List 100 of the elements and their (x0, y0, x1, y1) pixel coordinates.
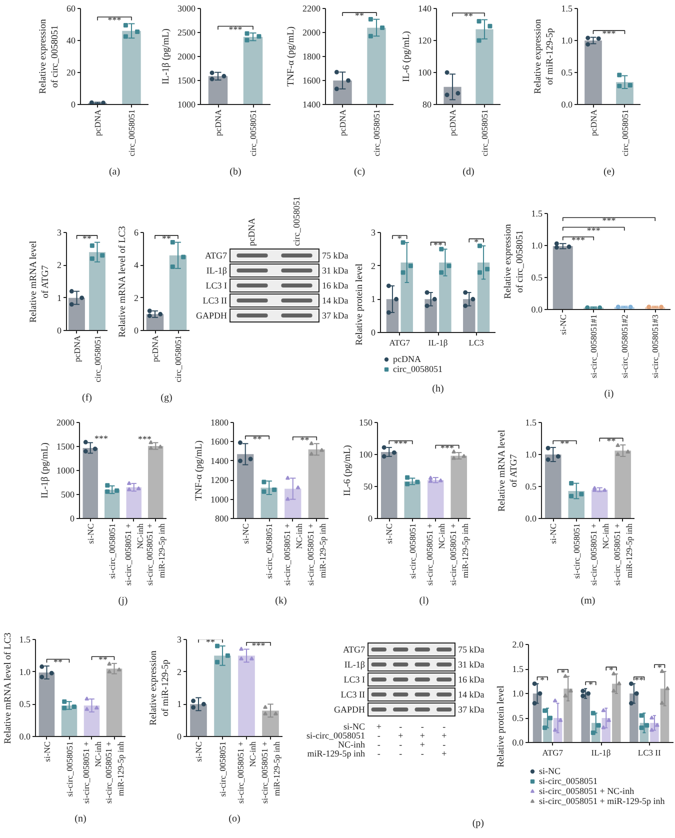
y-axis-title: Relative expression of circ_0058051 (38, 18, 60, 94)
category-label: 31 kDa (458, 659, 484, 669)
y-tick-label: 3 (177, 634, 182, 644)
text: - (377, 730, 380, 740)
text: + (398, 730, 404, 740)
legend-label: si-circ_0058051 (539, 776, 598, 786)
y-tick-label: 2 (57, 260, 62, 270)
y-axis-title: TNF-α (pg/mL) (286, 26, 296, 87)
y-tick-label: 2200 (302, 4, 321, 14)
annotation: * (397, 234, 402, 244)
category-label: 16 kDa (458, 674, 484, 684)
x-tick-label: si-circ_0058051 + miR-129-5p inh (612, 522, 634, 586)
text: - (420, 748, 424, 758)
annotation: *** (572, 234, 586, 245)
y-tick-label: 150 (359, 418, 373, 428)
category-label: LC3 II (340, 689, 365, 699)
text: (p) (472, 818, 484, 829)
x-tick-label: pcDNA (150, 334, 160, 362)
y-tick-label: 0.5 (561, 68, 573, 78)
y-tick-label: 1400 (302, 100, 321, 110)
x-tick-label: IL-1β (428, 338, 448, 348)
text: - (420, 721, 424, 731)
x-tick-label: si-circ_0058051#2 (619, 314, 630, 378)
category-label: GAPDH (334, 704, 365, 714)
text: + (442, 730, 447, 740)
y-tick-label: 1000 (56, 466, 75, 476)
y-tick-label: 2000 (302, 28, 321, 38)
y-tick-label: 1200 (210, 475, 229, 486)
x-tick-label: si-NC (240, 523, 250, 544)
annotation: *** (94, 433, 108, 444)
x-tick-label: circ_0058051 (248, 109, 258, 156)
text: - (377, 739, 380, 749)
x-tick-label: si-circ_0058051 (571, 523, 582, 579)
text: (m) (580, 596, 596, 606)
y-tick-label: 0.0 (19, 732, 31, 742)
y-tick-label: 1.0 (19, 666, 31, 677)
y-tick-label: 1600 (210, 436, 229, 447)
y-tick-label: 0 (371, 328, 376, 338)
y-axis-title: TNF-α (pg/mL) (194, 440, 204, 501)
x-tick-label: si-circ_0058051 (218, 741, 228, 797)
category-label: 37 kDa (458, 704, 484, 714)
annotation: ** (82, 233, 92, 244)
y-tick-label: 0 (134, 326, 139, 336)
x-tick-label: si-NC (194, 741, 204, 762)
y-axis-title: Relative mRNA level of LC3 (118, 226, 128, 338)
text: - (377, 748, 380, 758)
y-axis-title: IL-1β (pg/mL) (40, 442, 50, 498)
x-tick-label: circ_0058051 (173, 335, 183, 382)
x-tick-label: si-circ_0058051 + NC-inh (588, 522, 611, 586)
text: + (420, 730, 425, 740)
x-tick-label: LC3 (468, 338, 484, 348)
y-tick-label: 0 (177, 732, 182, 742)
x-tick-label: pcDNA (588, 108, 598, 136)
text: (j) (118, 596, 128, 606)
x-tick-label: si-circ_0058051 + NC-inh (424, 522, 447, 586)
text: (l) (419, 596, 429, 606)
x-tick-label: si-circ_0058051 (407, 523, 418, 579)
x-tick-label: circ_0058051 (372, 109, 382, 156)
category-label: ATG7 (343, 644, 365, 654)
annotation: ** (560, 438, 570, 449)
y-tick-label: 2000 (56, 418, 75, 428)
y-tick-label: 1500 (56, 442, 75, 452)
x-tick-label: pcDNA (338, 108, 348, 136)
x-tick-label: si-NC (42, 741, 52, 762)
text: (n) (74, 814, 86, 824)
y-tick-label: 1500 (178, 76, 196, 86)
y-axis-title: Relative mRNA level of ATG7 (497, 430, 520, 512)
x-tick-label: circ_0058051 (92, 335, 102, 382)
x-tick-label: si-circ_0058051#3 (650, 314, 660, 378)
x-tick-label: ATG7 (389, 338, 410, 348)
y-tick-label: 0.0 (561, 100, 573, 110)
y-tick-label: 60 (66, 4, 76, 14)
y-tick-label: 1800 (210, 418, 229, 428)
y-tick-label: 2 (177, 666, 182, 677)
y-tick-label: 0.0 (512, 738, 524, 748)
y-tick-label: 2500 (178, 28, 196, 38)
category-label: si-NC (343, 721, 365, 731)
category-label: 14 kDa (322, 295, 348, 305)
y-tick-label: 3000 (178, 4, 196, 14)
y-tick-label: 1400 (210, 456, 229, 466)
category-label: 75 kDa (322, 250, 348, 260)
category-label: ATG7 (205, 250, 227, 260)
y-tick-label: 800 (215, 514, 229, 524)
category-label: IL-1β (206, 265, 227, 275)
y-tick-label: 2.0 (512, 640, 524, 650)
x-tick-label: si-circ_0058051 (64, 741, 74, 797)
text: (g) (160, 392, 172, 404)
y-axis-title: Relative protein level (355, 263, 365, 346)
category-label: 37 kDa (322, 310, 348, 320)
y-tick-label: 0.5 (525, 482, 537, 492)
x-tick-label: si-circ_0058051 + NC-inh (80, 740, 103, 804)
annotation: ** (606, 436, 616, 446)
x-tick-label: si-NC (548, 523, 558, 544)
text: + (442, 748, 447, 758)
x-tick-label: circ_0058051 (480, 109, 490, 156)
y-tick-label: 0.0 (525, 514, 537, 524)
y-tick-label: 0.0 (531, 304, 543, 314)
y-tick-label: 1000 (178, 100, 196, 110)
y-tick-label: 1 (371, 294, 376, 304)
y-axis-title: Relative expression of miR-129-5p (149, 650, 171, 726)
